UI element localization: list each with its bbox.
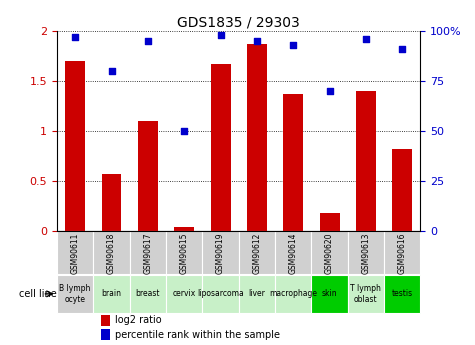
Text: liposarcoma: liposarcoma bbox=[197, 289, 244, 298]
Bar bbox=[202, 231, 238, 275]
Bar bbox=[174, 227, 194, 231]
Bar bbox=[202, 275, 238, 313]
Bar bbox=[238, 231, 275, 275]
Point bbox=[144, 38, 152, 44]
Bar bbox=[356, 91, 376, 231]
Bar bbox=[93, 231, 130, 275]
Point bbox=[217, 32, 224, 38]
Bar bbox=[93, 275, 130, 313]
Point bbox=[289, 42, 297, 48]
Text: cervix: cervix bbox=[172, 289, 196, 298]
Text: breast: breast bbox=[135, 289, 160, 298]
Bar bbox=[320, 213, 340, 231]
Text: brain: brain bbox=[102, 289, 122, 298]
Bar bbox=[101, 329, 110, 340]
Text: testis: testis bbox=[392, 289, 413, 298]
Bar bbox=[384, 231, 420, 275]
Bar bbox=[102, 174, 122, 231]
Point bbox=[326, 88, 333, 94]
Text: GSM90615: GSM90615 bbox=[180, 232, 189, 274]
Bar bbox=[166, 275, 202, 313]
Text: GSM90614: GSM90614 bbox=[289, 232, 298, 274]
Bar bbox=[57, 275, 93, 313]
Point bbox=[180, 128, 188, 134]
Point bbox=[362, 36, 370, 42]
Bar bbox=[65, 61, 85, 231]
Bar bbox=[348, 231, 384, 275]
Bar bbox=[130, 231, 166, 275]
Bar bbox=[392, 149, 412, 231]
Bar bbox=[384, 275, 420, 313]
Text: percentile rank within the sample: percentile rank within the sample bbox=[115, 329, 280, 339]
Point bbox=[108, 68, 115, 74]
Text: GSM90618: GSM90618 bbox=[107, 232, 116, 274]
Text: log2 ratio: log2 ratio bbox=[115, 315, 162, 325]
Bar bbox=[210, 64, 230, 231]
Text: GSM90619: GSM90619 bbox=[216, 232, 225, 274]
Bar bbox=[238, 275, 275, 313]
Text: GSM90620: GSM90620 bbox=[325, 232, 334, 274]
Point bbox=[253, 38, 261, 44]
Text: GSM90612: GSM90612 bbox=[252, 232, 261, 274]
Bar bbox=[312, 275, 348, 313]
Bar bbox=[101, 315, 110, 326]
Title: GDS1835 / 29303: GDS1835 / 29303 bbox=[177, 16, 300, 30]
Text: cell line: cell line bbox=[19, 289, 56, 299]
Bar bbox=[138, 121, 158, 231]
Text: GSM90611: GSM90611 bbox=[71, 232, 80, 274]
Bar bbox=[348, 275, 384, 313]
Text: GSM90613: GSM90613 bbox=[361, 232, 371, 274]
Bar bbox=[166, 231, 202, 275]
Bar bbox=[275, 275, 311, 313]
Text: macrophage: macrophage bbox=[269, 289, 317, 298]
Bar bbox=[130, 275, 166, 313]
Bar bbox=[312, 231, 348, 275]
Bar bbox=[247, 44, 267, 231]
Text: B lymph
ocyte: B lymph ocyte bbox=[59, 284, 91, 304]
Text: GSM90616: GSM90616 bbox=[398, 232, 407, 274]
Text: skin: skin bbox=[322, 289, 337, 298]
Text: T lymph
oblast: T lymph oblast bbox=[351, 284, 381, 304]
Bar bbox=[283, 94, 303, 231]
Text: liver: liver bbox=[248, 289, 266, 298]
Text: GSM90617: GSM90617 bbox=[143, 232, 152, 274]
Point bbox=[71, 34, 79, 40]
Bar bbox=[57, 231, 93, 275]
Bar bbox=[275, 231, 311, 275]
Point bbox=[399, 46, 406, 52]
